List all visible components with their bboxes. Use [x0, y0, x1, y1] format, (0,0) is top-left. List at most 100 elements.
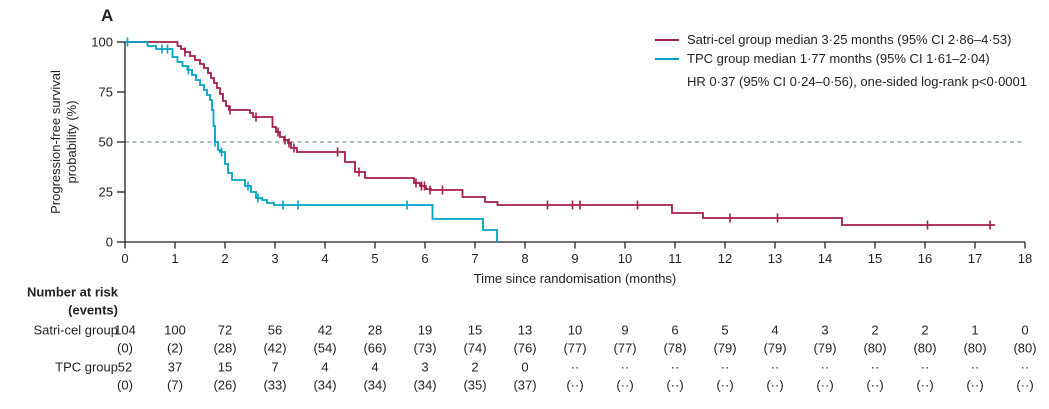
risk-events-cell: (37)	[513, 377, 537, 393]
risk-count-cell: 42	[317, 322, 333, 338]
y-tick-label: 75	[99, 85, 113, 100]
legend: Satri-cel group median 3·25 months (95% …	[655, 30, 1027, 89]
y-tick-label: 50	[99, 135, 113, 150]
x-tick-label: 16	[918, 251, 932, 266]
x-tick-label: 17	[968, 251, 982, 266]
risk-count-cell: 104	[114, 322, 136, 338]
risk-count-cell: 52	[117, 359, 133, 375]
risk-events-cell: (80)	[913, 340, 937, 356]
risk-events-cell: (80)	[863, 340, 887, 356]
x-tick-label: 5	[371, 251, 378, 266]
risk-events-cell: (54)	[313, 340, 337, 356]
risk-events-cell: (79)	[813, 340, 837, 356]
risk-count-cell: 37	[167, 359, 183, 375]
risk-count-cell: 13	[517, 322, 533, 338]
risk-events-cell: (··)	[766, 377, 784, 393]
risk-events-cell: (34)	[313, 377, 337, 393]
legend-label-satri-cel: Satri-cel group median 3·25 months (95% …	[687, 32, 1012, 47]
risk-count-cell: 9	[621, 322, 629, 338]
risk-count-cell: ··	[620, 359, 630, 375]
risk-count-cell: 72	[217, 322, 233, 338]
risk-count-cell: ··	[820, 359, 830, 375]
y-tick-label: 100	[91, 35, 113, 50]
risk-events-cell: (··)	[616, 377, 634, 393]
risk-count-cell: 56	[267, 322, 283, 338]
risk-count-cell: 2	[871, 322, 879, 338]
risk-count-cell: ··	[970, 359, 980, 375]
risk-events-cell: (66)	[363, 340, 387, 356]
x-tick-label: 13	[768, 251, 782, 266]
risk-row-label-satri-cel: Satri-cel group	[33, 322, 118, 338]
risk-events-cell: (7)	[167, 377, 183, 393]
satri-survival-curve	[125, 41, 995, 226]
risk-events-cell: (73)	[413, 340, 437, 356]
x-tick-label: 18	[1018, 251, 1032, 266]
risk-table-subheader: (events)	[68, 302, 118, 318]
risk-events-cell: (33)	[263, 377, 287, 393]
x-tick-label: 15	[868, 251, 882, 266]
x-tick-label: 3	[271, 251, 278, 266]
x-tick-label: 14	[818, 251, 832, 266]
risk-row-label-tpc: TPC group	[55, 359, 118, 375]
risk-events-cell: (77)	[563, 340, 587, 356]
risk-count-cell: 100	[164, 322, 186, 338]
risk-events-cell: (··)	[716, 377, 734, 393]
risk-count-cell: 15	[217, 359, 233, 375]
risk-events-cell: (··)	[816, 377, 834, 393]
risk-events-cell: (80)	[963, 340, 987, 356]
risk-count-cell: 3	[421, 359, 429, 375]
risk-events-cell: (28)	[213, 340, 237, 356]
risk-count-cell: 0	[1021, 322, 1029, 338]
risk-count-cell: ··	[720, 359, 730, 375]
y-tick-label: 0	[106, 235, 113, 250]
risk-events-cell: (77)	[613, 340, 637, 356]
x-tick-label: 12	[718, 251, 732, 266]
risk-count-cell: 3	[821, 322, 829, 338]
risk-count-cell: ··	[670, 359, 680, 375]
x-tick-label: 4	[321, 251, 328, 266]
risk-events-cell: (79)	[763, 340, 787, 356]
x-tick-label: 6	[421, 251, 428, 266]
risk-events-cell: (76)	[513, 340, 537, 356]
hr-annotation: HR 0·37 (95% CI 0·24–0·56), one-sided lo…	[687, 74, 1027, 89]
risk-count-cell: 4	[771, 322, 779, 338]
risk-count-cell: ··	[570, 359, 580, 375]
y-tick-label: 25	[99, 185, 113, 200]
risk-count-cell: ··	[920, 359, 930, 375]
risk-count-cell: 15	[467, 322, 483, 338]
legend-item-tpc: TPC group median 1·77 months (95% CI 1·6…	[655, 49, 1027, 68]
risk-events-cell: (0)	[117, 377, 133, 393]
x-tick-label: 0	[121, 251, 128, 266]
satri-cel-line-swatch	[655, 38, 679, 41]
risk-count-cell: 0	[521, 359, 529, 375]
risk-events-cell: (42)	[263, 340, 287, 356]
x-tick-label: 1	[171, 251, 178, 266]
risk-count-cell: 19	[417, 322, 433, 338]
risk-count-cell: 2	[471, 359, 479, 375]
risk-count-cell: 28	[367, 322, 383, 338]
risk-count-cell: 4	[371, 359, 379, 375]
risk-events-cell: (80)	[1013, 340, 1037, 356]
tpc-survival-curve	[125, 41, 498, 242]
risk-events-cell: (34)	[413, 377, 437, 393]
legend-item-satri-cel: Satri-cel group median 3·25 months (95% …	[655, 30, 1027, 49]
risk-count-cell: 6	[671, 322, 679, 338]
legend-label-tpc: TPC group median 1·77 months (95% CI 1·6…	[687, 51, 990, 66]
x-tick-label: 8	[521, 251, 528, 266]
risk-events-cell: (··)	[866, 377, 884, 393]
risk-count-cell: 5	[721, 322, 729, 338]
risk-count-cell: 2	[921, 322, 929, 338]
risk-events-cell: (74)	[463, 340, 487, 356]
risk-events-cell: (2)	[167, 340, 183, 356]
risk-count-cell: 4	[321, 359, 329, 375]
risk-events-cell: (··)	[566, 377, 584, 393]
risk-events-cell: (··)	[666, 377, 684, 393]
risk-events-cell: (··)	[916, 377, 934, 393]
panel-label: A	[101, 6, 114, 25]
risk-events-cell: (34)	[363, 377, 387, 393]
x-tick-label: 11	[668, 251, 682, 266]
risk-events-cell: (78)	[663, 340, 687, 356]
risk-events-cell: (0)	[117, 340, 133, 356]
